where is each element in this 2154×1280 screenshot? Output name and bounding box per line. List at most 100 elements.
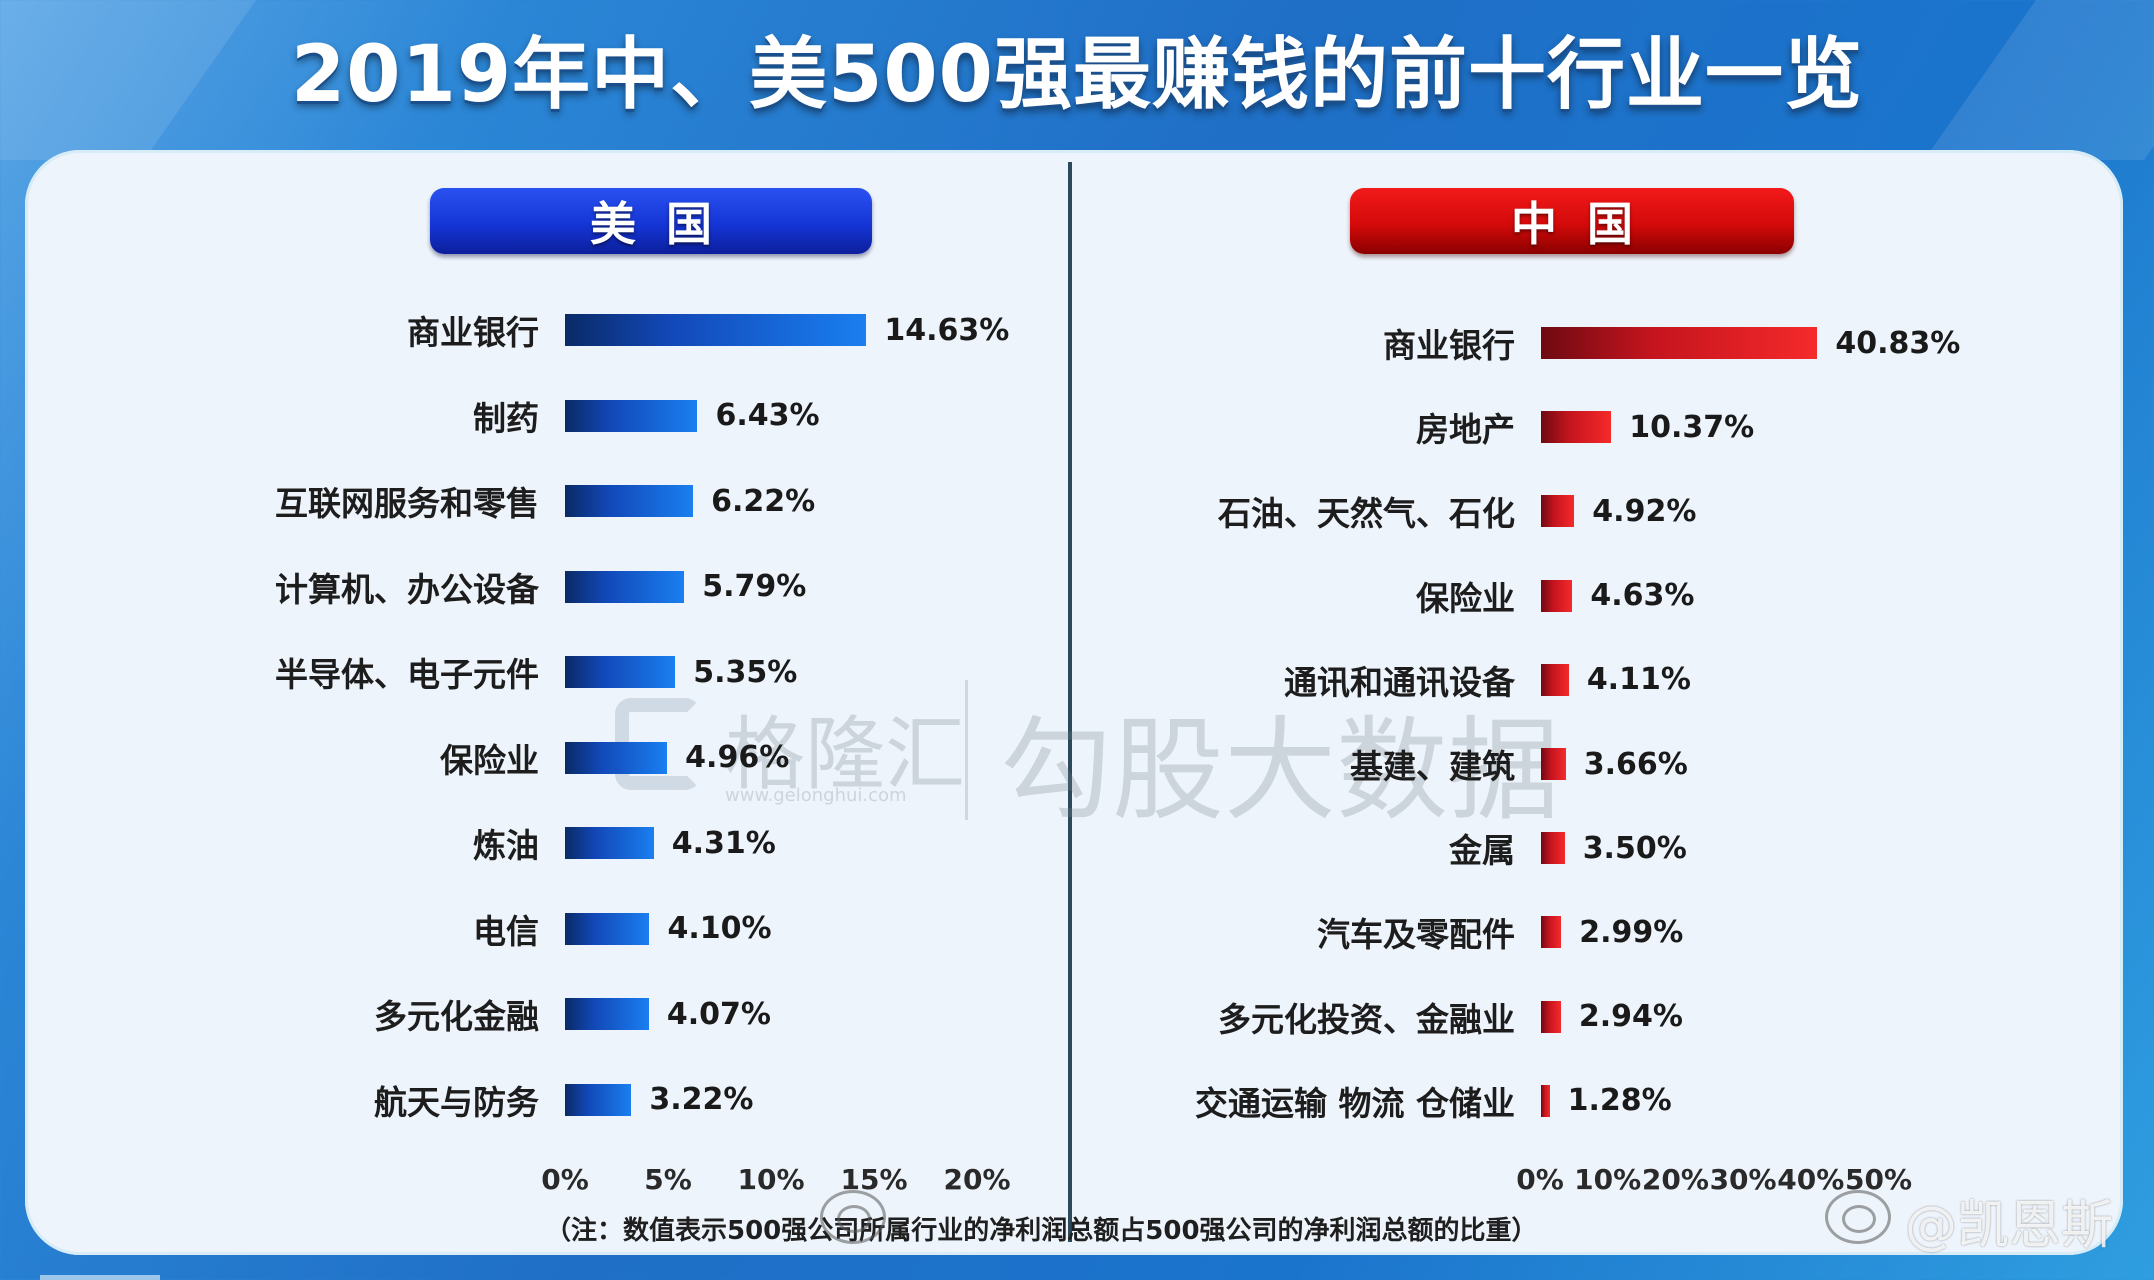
x-tick: 10% <box>737 1163 805 1196</box>
bar <box>565 570 685 603</box>
us-bar-row: 制药 6.43% <box>25 396 2123 438</box>
us-bar-row: 互联网服务和零售 6.22% <box>25 481 2123 524</box>
us-bar-row: 炼油 4.31% <box>25 823 2123 866</box>
bar-value: 14.63% <box>884 312 1010 348</box>
bar-label: 金属 <box>1449 831 1515 871</box>
bar-value: 3.66% <box>1583 746 1688 782</box>
bar <box>1541 916 1562 949</box>
bar <box>1541 663 1569 696</box>
cn-bar-row: 多元化投资、金融业 2.94% <box>25 997 2123 1039</box>
bar-value: 10.37% <box>1629 409 1755 445</box>
x-tick: 40% <box>1777 1163 1845 1196</box>
bar-value: 40.83% <box>1835 325 1961 361</box>
bar <box>1541 579 1573 612</box>
watermark-weibo-user: @凯恩斯 <box>1905 1196 2114 1256</box>
bar-label: 互联网服务和零售 <box>275 484 539 523</box>
watermark-data: 勾股大数据 <box>1000 706 1560 836</box>
us-header: 美国 <box>430 188 872 254</box>
bar <box>565 912 650 945</box>
watermark-brand: 格隆汇 <box>725 708 965 801</box>
weibo-icon <box>1825 1190 1891 1244</box>
bar <box>1541 832 1565 865</box>
bar <box>565 314 867 346</box>
bar-value: 4.10% <box>667 911 772 946</box>
bar <box>1541 1000 1561 1033</box>
bar-label: 汽车及零配件 <box>1317 915 1515 955</box>
bar-label: 半导体、电子元件 <box>275 655 539 694</box>
bar <box>1541 327 1818 359</box>
us-bar-row: 商业银行 14.63% <box>25 310 2123 353</box>
bar <box>565 998 649 1030</box>
bar <box>565 656 676 688</box>
cn-bar-row: 通讯和通讯设备 4.11% <box>25 660 2123 702</box>
watermark-separator <box>965 680 968 820</box>
bar <box>565 827 654 859</box>
bar-value: 3.22% <box>649 1082 754 1117</box>
bar <box>565 485 694 517</box>
bar-label: 通讯和通讯设备 <box>1284 662 1515 702</box>
bar <box>565 1083 632 1116</box>
cn-bar-row: 保险业 4.63% <box>25 576 2123 618</box>
cn-bar-row: 石油、天然气、石化 4.92% <box>25 491 2123 534</box>
x-tick: 30% <box>1709 1163 1777 1196</box>
us-bar-row: 多元化金融 4.07% <box>25 994 2123 1037</box>
bar-label: 房地产 <box>1416 410 1515 450</box>
bar <box>1541 748 1566 780</box>
bar-label: 计算机、办公设备 <box>275 569 539 609</box>
chart-panel: 格隆汇 www.gelonghui.com 勾股大数据 美国 中国 商业银行 14… <box>25 150 2123 1256</box>
cn-bar-row: 金属 3.50% <box>25 828 2123 871</box>
chart-divider <box>1068 162 1072 1242</box>
x-tick: 0% <box>541 1163 589 1196</box>
bar-label: 保险业 <box>1416 578 1515 618</box>
us-bar-chart: 商业银行 14.63% 制药 6.43% 互联网服务和零售 6.22% 计算机、办公设备 5.… <box>25 150 2123 1255</box>
bar-value: 6.22% <box>711 483 816 519</box>
bar-value: 4.96% <box>685 740 790 775</box>
x-tick: 10% <box>1574 1163 1642 1196</box>
us-bar-row: 电信 4.10% <box>25 909 2123 951</box>
bar-label: 保险业 <box>440 740 539 780</box>
bar-value: 2.94% <box>1578 999 1683 1035</box>
x-tick: 5% <box>644 1163 692 1196</box>
bar <box>1541 495 1575 528</box>
us-bar-row: 半导体、电子元件 5.35% <box>25 652 2123 695</box>
footnote: （注：数值表示500强公司所属行业的净利润总额占500强公司的净利润总额的比重） <box>545 1216 1538 1246</box>
page-title: 2019年中、美500强最赚钱的前十行业一览 <box>291 30 1863 120</box>
bar <box>565 399 698 432</box>
bar <box>565 741 668 774</box>
bar <box>1541 1084 1550 1117</box>
bar-label: 石油、天然气、石化 <box>1218 494 1515 534</box>
bar-value: 3.50% <box>1582 830 1687 866</box>
cn-bar-row: 房地产 10.37% <box>25 407 2123 450</box>
bar-label: 制药 <box>473 398 539 438</box>
bar-label: 交通运输 物流 仓储业 <box>1195 1083 1515 1123</box>
cn-bar-row: 基建、建筑 3.66% <box>25 744 2123 787</box>
bar-value: 4.31% <box>671 825 776 861</box>
bar-value: 4.07% <box>666 996 771 1032</box>
bottom-tab-mark <box>40 1275 160 1280</box>
bar-value: 5.35% <box>693 654 798 690</box>
cn-bar-row: 商业银行 40.83% <box>25 323 2123 366</box>
bar-label: 基建、建筑 <box>1350 747 1515 786</box>
bar-value: 6.43% <box>715 398 820 433</box>
bar-value: 2.99% <box>1579 914 1684 950</box>
bar-label: 多元化投资、金融业 <box>1218 999 1515 1039</box>
x-tick: 20% <box>943 1163 1011 1196</box>
bar-value: 1.28% <box>1567 1083 1672 1119</box>
bar-value: 4.92% <box>1592 493 1697 529</box>
cn-bar-row: 交通运输 物流 仓储业 1.28% <box>25 1081 2123 1123</box>
bar-label: 商业银行 <box>407 313 539 352</box>
bar-label: 多元化金融 <box>374 997 539 1036</box>
bar-label: 航天与防务 <box>374 1082 539 1122</box>
bar <box>1541 411 1612 444</box>
bar-label: 商业银行 <box>1383 326 1515 365</box>
watermark-brand-url: www.gelonghui.com <box>725 785 907 806</box>
us-bar-row: 保险业 4.96% <box>25 738 2123 780</box>
bar-value: 4.11% <box>1586 662 1691 698</box>
bar-value: 5.79% <box>702 569 807 604</box>
us-bar-row: 计算机、办公设备 5.79% <box>25 567 2123 609</box>
bar-label: 炼油 <box>473 826 539 865</box>
bar-label: 电信 <box>473 911 539 951</box>
china-bar-chart: 商业银行 40.83% 房地产 10.37% 石油、天然气、石化 4.92% 保险业 4.63… <box>25 150 2123 1255</box>
us-bar-row: 航天与防务 3.22% <box>25 1080 2123 1122</box>
cn-bar-row: 汽车及零配件 2.99% <box>25 912 2123 955</box>
